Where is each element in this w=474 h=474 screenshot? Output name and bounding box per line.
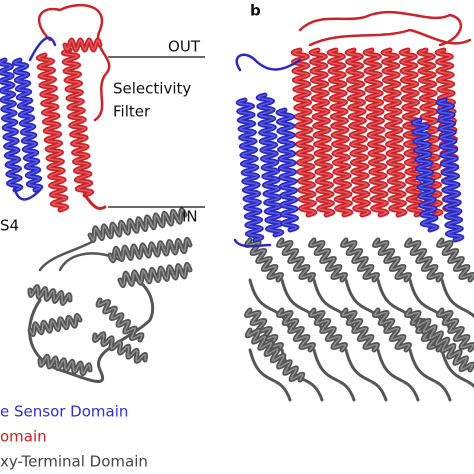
helix-highlight: [62, 49, 93, 196]
loop: [13, 36, 57, 201]
loop: [312, 348, 356, 402]
structures: [0, 3, 474, 402]
helix-highlight: [257, 94, 283, 236]
helix-highlight: [246, 329, 304, 381]
helix-highlight: [346, 49, 370, 216]
helix-highlight: [382, 49, 406, 216]
helix-highlight: [97, 299, 143, 341]
helix-highlight: [437, 239, 474, 281]
helix-highlight: [364, 49, 388, 216]
in-label: IN: [182, 208, 198, 226]
helix-highlight: [119, 263, 191, 287]
helix-highlight: [309, 309, 347, 351]
helix-highlight: [13, 59, 42, 191]
loop: [308, 28, 472, 47]
helix-highlight: [277, 109, 298, 231]
helix-highlight: [29, 285, 71, 305]
helix-highlight: [89, 208, 186, 242]
helix-highlight: [341, 309, 379, 351]
helix-highlight: [237, 99, 263, 241]
loop: [376, 348, 420, 402]
s4-label: S4: [0, 217, 19, 235]
out-label: OUT: [168, 38, 201, 56]
helix-highlight: [292, 49, 316, 216]
helix-highlight: [437, 99, 463, 241]
filter-label: Selectivity: [113, 80, 191, 98]
loop: [298, 10, 463, 47]
helix-highlight: [405, 239, 443, 281]
helix-highlight: [0, 59, 22, 191]
legend-entry: omain: [0, 428, 47, 446]
helix-highlight: [341, 239, 379, 281]
panel-label: b: [250, 2, 261, 20]
loop: [248, 348, 292, 402]
helix-highlight: [310, 49, 334, 216]
loop: [408, 348, 452, 402]
helix-highlight: [109, 238, 191, 262]
helix-highlight: [437, 309, 474, 351]
helix-highlight: [412, 119, 438, 231]
legend-entry: xy-Terminal Domain: [0, 453, 148, 471]
loop: [233, 53, 302, 248]
helix-highlight: [245, 239, 283, 281]
helix-highlight: [373, 309, 411, 351]
helix-highlight: [373, 239, 411, 281]
helix-highlight: [328, 49, 352, 216]
helix-highlight: [277, 239, 315, 281]
loop: [440, 278, 474, 319]
helix-highlight: [29, 314, 81, 336]
loop: [28, 276, 155, 384]
helix-highlight: [37, 54, 68, 211]
helix-highlight: [277, 309, 315, 351]
helix-highlight: [309, 239, 347, 281]
helix-highlight: [93, 332, 147, 363]
loop: [38, 3, 111, 122]
helix-highlight: [416, 319, 474, 371]
loop: [83, 193, 107, 210]
filter-label: Filter: [113, 103, 151, 121]
legend-entry: e Sensor Domain: [0, 403, 128, 421]
loop: [344, 348, 388, 402]
loop: [440, 348, 474, 389]
helix-highlight: [64, 39, 101, 51]
helix-highlight: [39, 355, 91, 375]
